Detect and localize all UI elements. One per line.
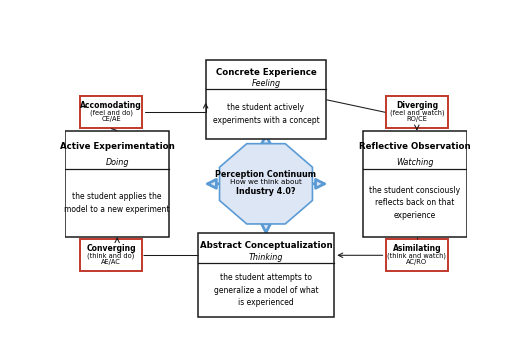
Polygon shape — [220, 144, 312, 224]
Text: (think and watch): (think and watch) — [387, 252, 446, 258]
Text: Abstract Conceptualization: Abstract Conceptualization — [200, 241, 332, 250]
Bar — [362, 131, 467, 237]
Text: the student attempts to
generalize a model of what
is experienced: the student attempts to generalize a mod… — [214, 273, 318, 307]
Text: the student actively
experiments with a concept: the student actively experiments with a … — [213, 103, 319, 124]
Text: the student applies the
model to a new experiment: the student applies the model to a new e… — [64, 192, 170, 214]
Bar — [206, 60, 326, 139]
Text: (think and do): (think and do) — [87, 252, 135, 258]
Text: AE/AC: AE/AC — [101, 260, 121, 265]
Text: (feel and watch): (feel and watch) — [389, 109, 444, 116]
Text: Diverging: Diverging — [396, 102, 438, 110]
Bar — [386, 239, 448, 272]
Bar — [198, 233, 334, 317]
Text: Reflective Observation: Reflective Observation — [359, 142, 471, 151]
Bar — [65, 131, 169, 237]
Text: Converging: Converging — [86, 244, 136, 253]
Text: Industry 4.0?: Industry 4.0? — [236, 187, 296, 196]
Text: Perception Continuum: Perception Continuum — [215, 170, 317, 178]
Text: Asimilating: Asimilating — [392, 244, 441, 253]
Text: How we think about: How we think about — [230, 179, 302, 185]
Text: RO/CE: RO/CE — [406, 116, 427, 122]
Bar — [80, 96, 142, 128]
Text: Feeling: Feeling — [251, 79, 281, 88]
Text: Concrete Experience: Concrete Experience — [215, 68, 317, 77]
Text: Active Experimentation: Active Experimentation — [60, 142, 174, 151]
Bar — [80, 239, 142, 272]
Bar — [386, 96, 448, 128]
Text: the student consciously
reflects back on that
experience: the student consciously reflects back on… — [369, 186, 460, 220]
Text: CE/AE: CE/AE — [101, 116, 121, 122]
Text: Accomodating: Accomodating — [80, 102, 142, 110]
Text: Doing: Doing — [105, 158, 129, 166]
Text: Thinking: Thinking — [249, 253, 283, 262]
Text: AC/RO: AC/RO — [406, 260, 427, 265]
Text: Watching: Watching — [396, 158, 433, 166]
Text: (feel and do): (feel and do) — [90, 109, 133, 116]
